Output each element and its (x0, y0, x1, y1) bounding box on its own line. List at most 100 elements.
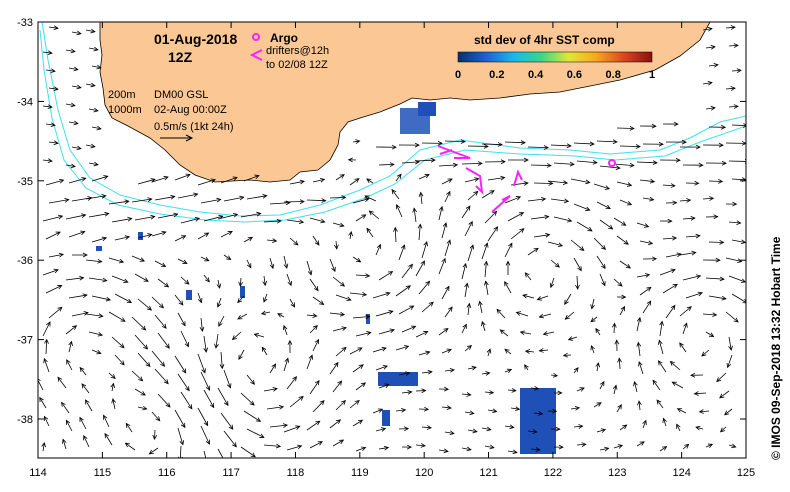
current-vector (66, 359, 73, 371)
current-vector-head (423, 240, 428, 247)
current-vector (329, 196, 346, 199)
current-vector (484, 445, 494, 449)
current-vector-head (125, 422, 131, 428)
current-vector-head (642, 419, 647, 426)
current-vector (573, 257, 582, 271)
current-vector (553, 216, 572, 222)
current-vector (65, 277, 84, 281)
current-vector-head (707, 443, 714, 449)
current-vector-head (147, 233, 153, 238)
current-vector-head (520, 140, 526, 145)
current-vector (83, 435, 90, 448)
current-vector-head (261, 346, 267, 352)
current-vector-head (101, 194, 107, 199)
current-vector-head (400, 244, 406, 250)
current-vector (157, 278, 169, 288)
current-vector-head (98, 313, 104, 319)
current-vector (312, 400, 325, 413)
current-vector-head (102, 277, 108, 283)
current-vector (66, 420, 73, 432)
current-vector-head (533, 247, 539, 253)
current-vector-head (285, 200, 291, 206)
current-vector (461, 205, 471, 219)
y-tick-label: -38 (17, 414, 33, 426)
current-vector-head (124, 199, 130, 205)
current-vector (239, 277, 242, 287)
current-vector (378, 271, 393, 281)
current-vector-head (483, 242, 489, 248)
current-vector-head (519, 330, 525, 336)
current-vector (395, 345, 409, 351)
current-vector (636, 222, 649, 228)
current-vector-head (509, 424, 515, 430)
current-vector (91, 237, 107, 243)
current-vector (728, 221, 741, 224)
current-vector (418, 174, 430, 180)
current-vector (550, 198, 569, 202)
current-vector-head (644, 273, 651, 278)
current-vector (180, 217, 200, 224)
current-vector (203, 450, 207, 458)
current-vector-head (585, 206, 591, 211)
current-vector (516, 311, 529, 317)
current-vector (708, 241, 724, 243)
current-vector (728, 275, 746, 283)
current-vector-head (238, 354, 243, 361)
current-vector (504, 281, 512, 294)
current-vector (79, 417, 87, 430)
current-vector-head (626, 201, 633, 206)
current-vector (659, 446, 667, 452)
current-vector (596, 429, 606, 433)
current-vector-head (743, 123, 746, 128)
current-vector (481, 243, 488, 260)
current-vector (642, 420, 647, 429)
current-vector-head (562, 180, 569, 185)
current-vector-head (335, 419, 342, 425)
x-tick-label: 117 (222, 467, 240, 479)
current-vector-head (736, 68, 742, 73)
current-vector-head (90, 82, 96, 88)
current-vector-head (649, 196, 655, 202)
current-vector-head (384, 383, 390, 388)
current-vector-head (358, 364, 364, 369)
current-vector-head (620, 305, 625, 312)
current-vector-head (736, 220, 742, 226)
current-vector-head (698, 162, 704, 168)
current-vector-head (127, 216, 133, 222)
current-vector-head (465, 205, 471, 211)
current-vector (398, 245, 405, 261)
current-vector (378, 384, 390, 389)
current-vector-head (97, 331, 104, 337)
current-vector (65, 325, 77, 335)
current-vector (68, 177, 86, 184)
current-vector-head (53, 140, 59, 146)
current-vector (85, 259, 102, 263)
current-vector-head (590, 344, 595, 351)
current-vector-head (160, 361, 166, 367)
current-vector-head (348, 230, 353, 237)
current-vector-head (401, 407, 407, 413)
current-vector-head (203, 421, 209, 427)
current-vector (48, 254, 64, 258)
current-vector (616, 404, 622, 413)
current-vector (481, 427, 491, 431)
current-vector-head (733, 43, 739, 48)
current-vector (85, 195, 106, 200)
current-vector-head (523, 157, 529, 163)
current-vector (570, 178, 590, 183)
current-vector-head (499, 329, 505, 335)
current-vector (246, 428, 265, 438)
current-vector-head (492, 408, 498, 414)
current-vector (39, 397, 47, 409)
current-vector (467, 191, 478, 201)
current-vector-head (145, 362, 151, 368)
current-vector (639, 287, 652, 296)
current-vector (200, 425, 210, 445)
current-vector-head (600, 245, 606, 251)
current-vector-head (557, 390, 563, 396)
current-vector-head (449, 430, 455, 436)
current-vector-head (623, 240, 629, 245)
current-vector-head (340, 400, 346, 406)
current-vector (366, 178, 374, 184)
current-vector (484, 211, 497, 224)
